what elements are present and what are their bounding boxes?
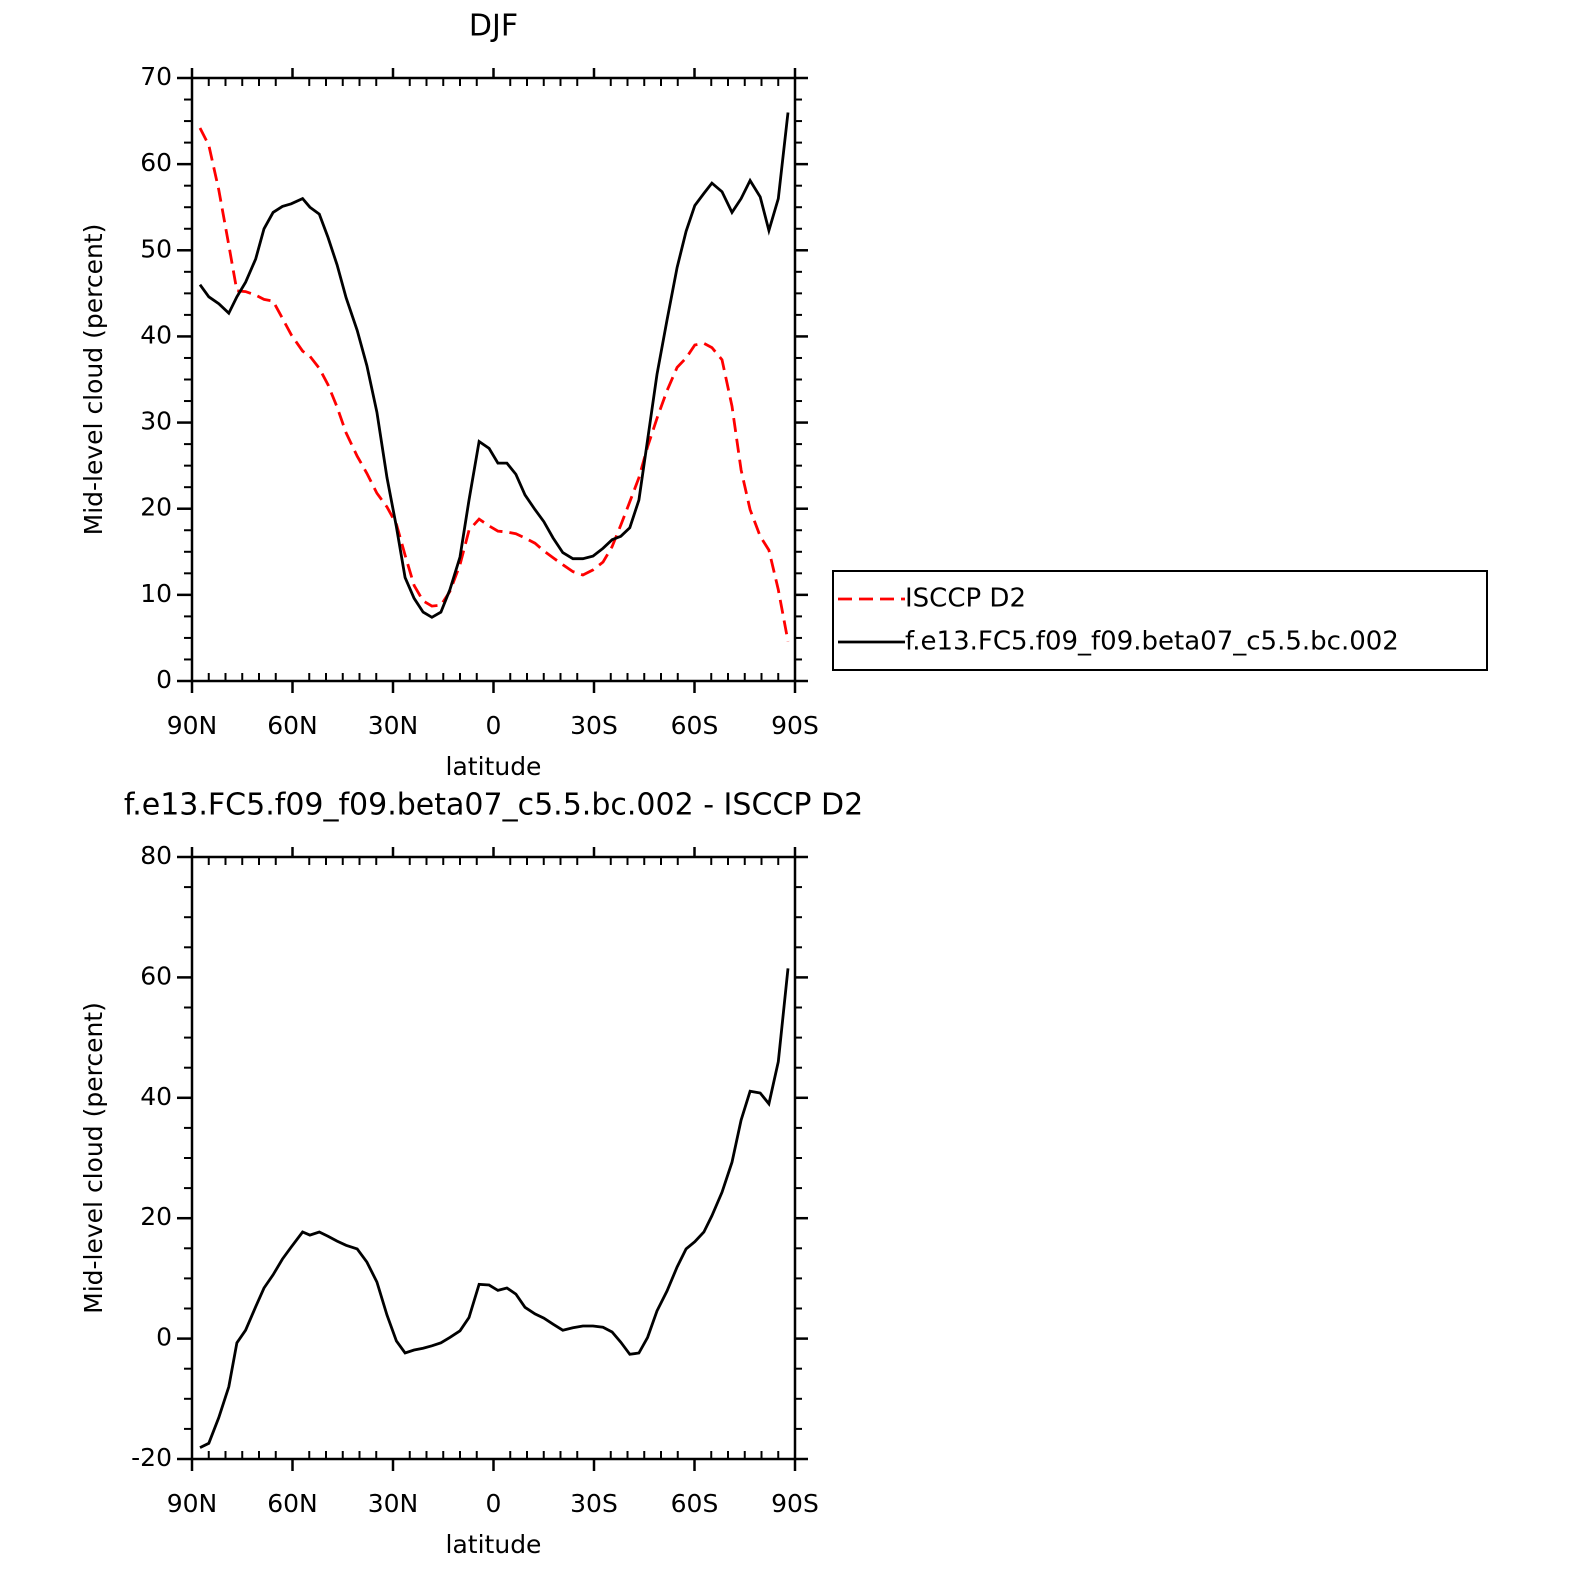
- y-axis-label: Mid-level cloud (percent): [79, 1002, 108, 1314]
- y-tick-label: 10: [140, 579, 172, 608]
- x-tick-label: 30S: [570, 711, 618, 740]
- y-tick-label: 30: [140, 407, 172, 436]
- data-line: [198, 112, 790, 619]
- y-tick-label: 20: [140, 493, 172, 522]
- y-tick-label: 0: [156, 1323, 172, 1352]
- chart-title: DJF: [469, 9, 518, 44]
- data-line: [198, 127, 790, 642]
- x-axis-label: latitude: [446, 1530, 542, 1559]
- plot-frame: [190, 855, 797, 1461]
- chart-title: f.e13.FC5.f09_f09.beta07_c5.5.bc.002 - I…: [124, 788, 863, 823]
- y-axis-label: Mid-level cloud (percent): [79, 224, 108, 536]
- y-tick-label: 80: [140, 841, 172, 870]
- plot-frame: [190, 76, 797, 683]
- y-tick-label: 70: [140, 62, 172, 91]
- x-tick-label: 90S: [771, 711, 819, 740]
- x-tick-label: 90N: [167, 1489, 218, 1518]
- x-tick-label: 60S: [671, 711, 719, 740]
- x-axis-label: latitude: [446, 752, 542, 781]
- x-tick-label: 30N: [368, 1489, 419, 1518]
- x-tick-label: 90S: [771, 1489, 819, 1518]
- legend-box: [832, 570, 1488, 671]
- x-tick-label: 60N: [267, 711, 318, 740]
- x-tick-label: 30N: [368, 711, 419, 740]
- y-tick-label: 60: [140, 148, 172, 177]
- y-tick-label: 40: [140, 320, 172, 349]
- x-tick-label: 0: [486, 1489, 502, 1518]
- y-tick-label: 0: [156, 665, 172, 694]
- x-tick-label: 90N: [167, 711, 218, 740]
- data-line: [199, 968, 790, 1449]
- legend-label: f.e13.FC5.f09_f09.beta07_c5.5.bc.002: [905, 627, 1399, 657]
- y-tick-label: 60: [140, 961, 172, 990]
- x-tick-label: 60S: [671, 1489, 719, 1518]
- x-tick-label: 0: [486, 711, 502, 740]
- y-tick-label: -20: [131, 1443, 172, 1472]
- x-tick-label: 60N: [267, 1489, 318, 1518]
- y-tick-label: 40: [140, 1082, 172, 1111]
- legend-label: ISCCP D2: [905, 584, 1026, 614]
- y-tick-label: 20: [140, 1202, 172, 1231]
- y-tick-label: 50: [140, 234, 172, 263]
- x-tick-label: 30S: [570, 1489, 618, 1518]
